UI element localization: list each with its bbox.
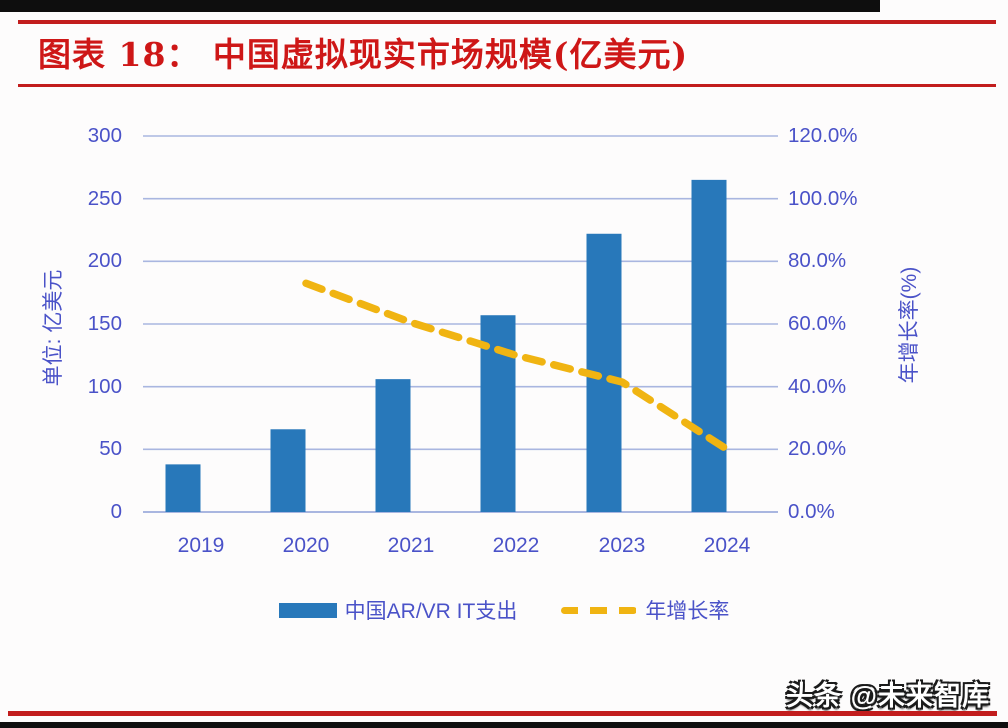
bar-2021: [375, 379, 411, 512]
left-axis-tick-label: 250: [87, 186, 122, 210]
right-axis-tick-label: 40.0%: [788, 374, 847, 398]
title-rule-bottom: [18, 84, 996, 87]
left-axis-title: 单位: 亿美元: [42, 269, 65, 387]
bar-2024: [691, 179, 727, 512]
left-axis-tick-label: 200: [87, 249, 122, 273]
bar-2020: [270, 429, 306, 512]
right-axis-title: 年增长率(%): [898, 266, 921, 384]
growth-rate-line: [302, 279, 731, 454]
left-axis-tick-label: 0: [110, 500, 122, 523]
right-axis-tick-label: 20.0%: [788, 437, 847, 461]
title-rule-top: [18, 20, 996, 24]
left-axis-tick-label: 300: [87, 124, 122, 147]
bar-series-swatch-icon: [278, 602, 337, 618]
left-axis-tick-label: 100: [87, 374, 122, 398]
legend-label-line-series: 年增长率: [645, 600, 730, 623]
page-title: 图表 18： 中国虚拟现实市场规模(亿美元): [38, 35, 689, 74]
chart-legend: 中国AR/VR IT支出 年增长率: [0, 595, 1008, 625]
right-axis-tick-label: 120.0%: [788, 124, 858, 147]
top-black-bar: [0, 0, 880, 12]
x-axis-tick-label: 2023: [598, 534, 646, 557]
right-axis-tick-label: 60.0%: [788, 312, 847, 335]
dashed-line-swatch-icon: [561, 606, 638, 614]
legend-label-bar-series: 中国AR/VR IT支出: [344, 600, 518, 623]
x-axis-tick-label: 2024: [703, 534, 751, 557]
x-axis-tick-label: 2022: [492, 534, 540, 557]
legend-item-line-series: 年增长率: [561, 595, 729, 625]
x-axis-tick-label: 2019: [177, 534, 225, 557]
x-axis-tick-label: 2020: [282, 534, 330, 557]
right-axis-tick-label: 100.0%: [788, 186, 858, 210]
footer-rule: [8, 711, 997, 716]
bottom-black-bar: [0, 722, 1008, 728]
watermark-text: 头条 @未来智库: [786, 681, 990, 711]
left-axis-tick-label: 50: [99, 437, 122, 461]
right-axis-tick-label: 0.0%: [788, 500, 835, 523]
right-axis-tick-label: 80.0%: [788, 249, 847, 273]
legend-item-bar-series: 中国AR/VR IT支出: [278, 595, 518, 625]
x-axis-tick-label: 2021: [387, 534, 435, 557]
left-axis-tick-label: 150: [87, 312, 122, 335]
bar-2019: [165, 464, 201, 512]
